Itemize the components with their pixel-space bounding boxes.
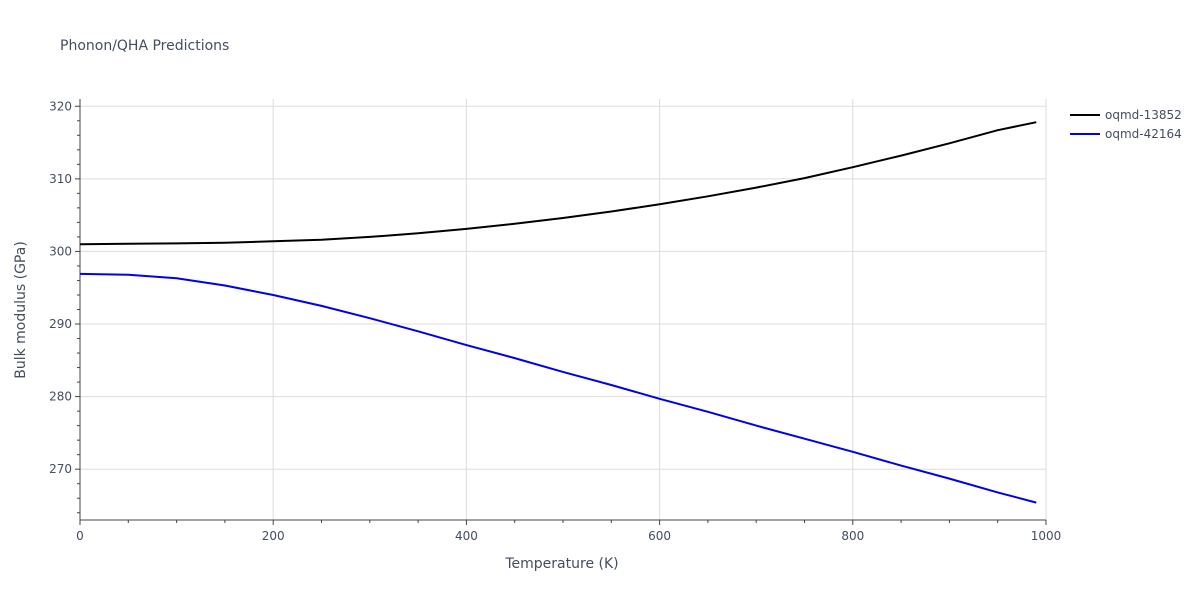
y-axis-title: Bulk modulus (GPa) bbox=[13, 241, 29, 379]
series-layer bbox=[79, 121, 1037, 504]
series-line-oqmd-42164 bbox=[79, 272, 1037, 504]
series-line-oqmd-13852 bbox=[79, 121, 1037, 246]
chart-title: Phonon/QHA Predictions bbox=[60, 38, 229, 54]
y-tick-label: 300 bbox=[49, 244, 72, 258]
y-tick-label: 270 bbox=[49, 462, 72, 476]
legend-label-oqmd-42164: oqmd-42164 bbox=[1105, 127, 1182, 141]
x-tick-label: 1000 bbox=[1031, 529, 1062, 543]
legend-label-oqmd-13852: oqmd-13852 bbox=[1105, 108, 1182, 122]
x-tick-label: 0 bbox=[76, 529, 84, 543]
x-tick-label: 600 bbox=[648, 529, 671, 543]
axes: 0 200 400 600 800 1000 270 280 290 300 310 320 bbox=[49, 99, 1061, 543]
grid bbox=[79, 99, 1047, 520]
y-tick-label: 290 bbox=[49, 317, 72, 331]
x-tick-label: 400 bbox=[455, 529, 478, 543]
x-tick-label: 200 bbox=[262, 529, 285, 543]
x-tick-label: 800 bbox=[841, 529, 864, 543]
y-tick-label: 280 bbox=[49, 390, 72, 404]
x-axis-title: Temperature (K) bbox=[504, 556, 618, 572]
y-tick-label: 310 bbox=[49, 172, 72, 186]
y-tick-label: 320 bbox=[49, 99, 72, 113]
legend[interactable]: oqmd-13852 oqmd-42164 bbox=[1070, 108, 1182, 141]
